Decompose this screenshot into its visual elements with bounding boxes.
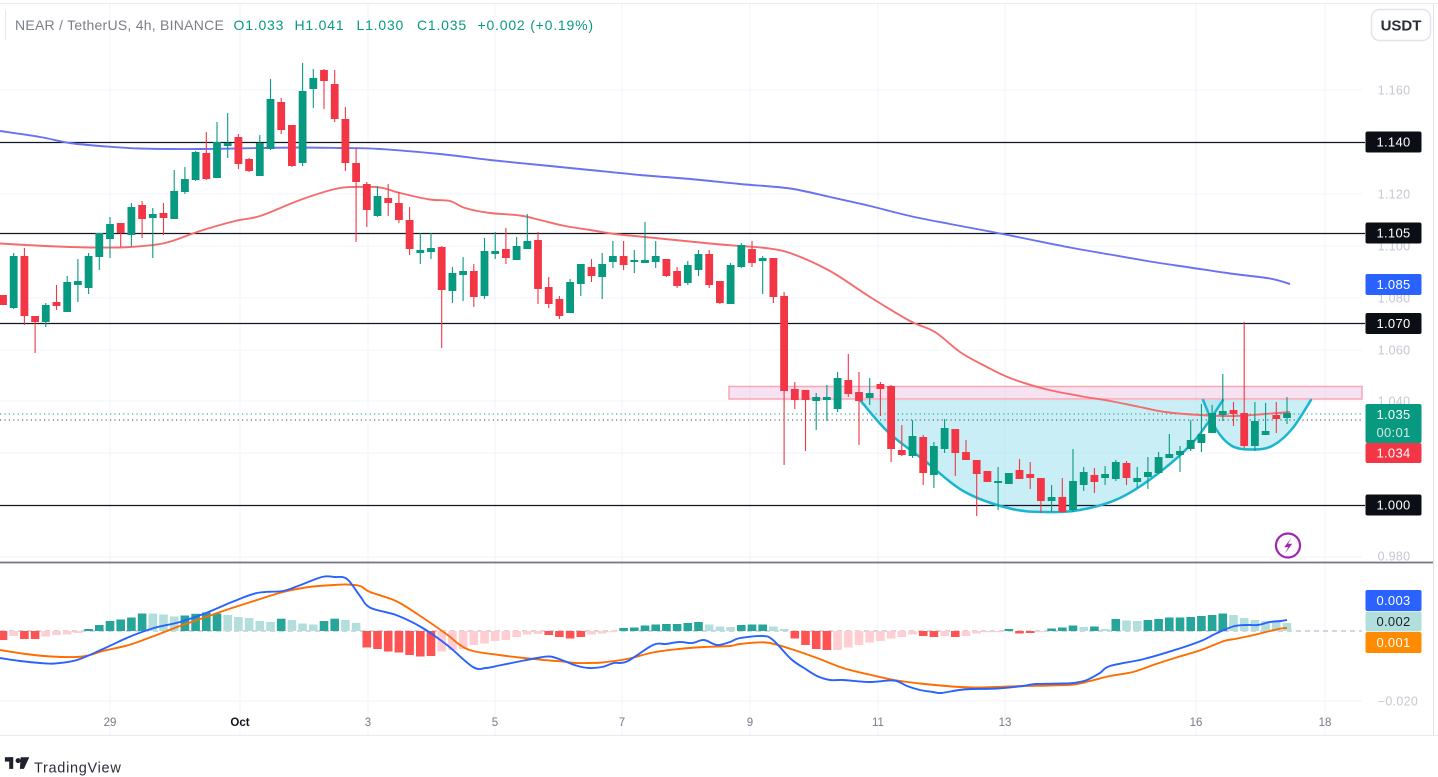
svg-text:1.035: 1.035 bbox=[1376, 407, 1410, 422]
svg-text:TradingView: TradingView bbox=[34, 761, 122, 777]
svg-text:NEAR / TetherUS, 4h, BINANCE: NEAR / TetherUS, 4h, BINANCE bbox=[15, 17, 224, 33]
svg-text:0.980: 0.980 bbox=[1378, 549, 1411, 563]
svg-text:13: 13 bbox=[999, 717, 1012, 729]
svg-text:1.060: 1.060 bbox=[1378, 343, 1411, 357]
svg-text:1.120: 1.120 bbox=[1378, 187, 1411, 201]
svg-text:1.070: 1.070 bbox=[1376, 316, 1410, 331]
svg-text:Oct: Oct bbox=[230, 717, 249, 729]
svg-text:00:01: 00:01 bbox=[1376, 425, 1410, 440]
svg-text:5: 5 bbox=[492, 717, 498, 729]
svg-text:H1.041: H1.041 bbox=[295, 17, 345, 33]
svg-text:USDT: USDT bbox=[1381, 18, 1422, 35]
svg-text:1.034: 1.034 bbox=[1376, 446, 1410, 461]
svg-text:−0.020: −0.020 bbox=[1378, 694, 1418, 708]
svg-text:3: 3 bbox=[365, 717, 371, 729]
svg-text:C1.035: C1.035 bbox=[417, 17, 467, 33]
svg-text:16: 16 bbox=[1190, 717, 1203, 729]
svg-text:29: 29 bbox=[104, 717, 117, 729]
svg-text:11: 11 bbox=[872, 717, 884, 729]
svg-text:1.085: 1.085 bbox=[1376, 277, 1410, 292]
svg-text:L1.030: L1.030 bbox=[357, 17, 405, 33]
svg-text:18: 18 bbox=[1319, 717, 1332, 729]
svg-text:9: 9 bbox=[747, 717, 753, 729]
svg-text:1.000: 1.000 bbox=[1376, 498, 1410, 513]
svg-text:1.105: 1.105 bbox=[1376, 226, 1410, 241]
svg-text:0.003: 0.003 bbox=[1376, 593, 1410, 608]
svg-text:1.140: 1.140 bbox=[1376, 135, 1410, 150]
svg-text:0.001: 0.001 bbox=[1376, 635, 1410, 650]
svg-text:7: 7 bbox=[619, 717, 625, 729]
svg-text:+0.002 (+0.19%): +0.002 (+0.19%) bbox=[478, 17, 594, 33]
svg-text:1.160: 1.160 bbox=[1378, 83, 1411, 97]
svg-text:0.002: 0.002 bbox=[1376, 614, 1410, 629]
svg-text:O1.033: O1.033 bbox=[234, 17, 285, 33]
